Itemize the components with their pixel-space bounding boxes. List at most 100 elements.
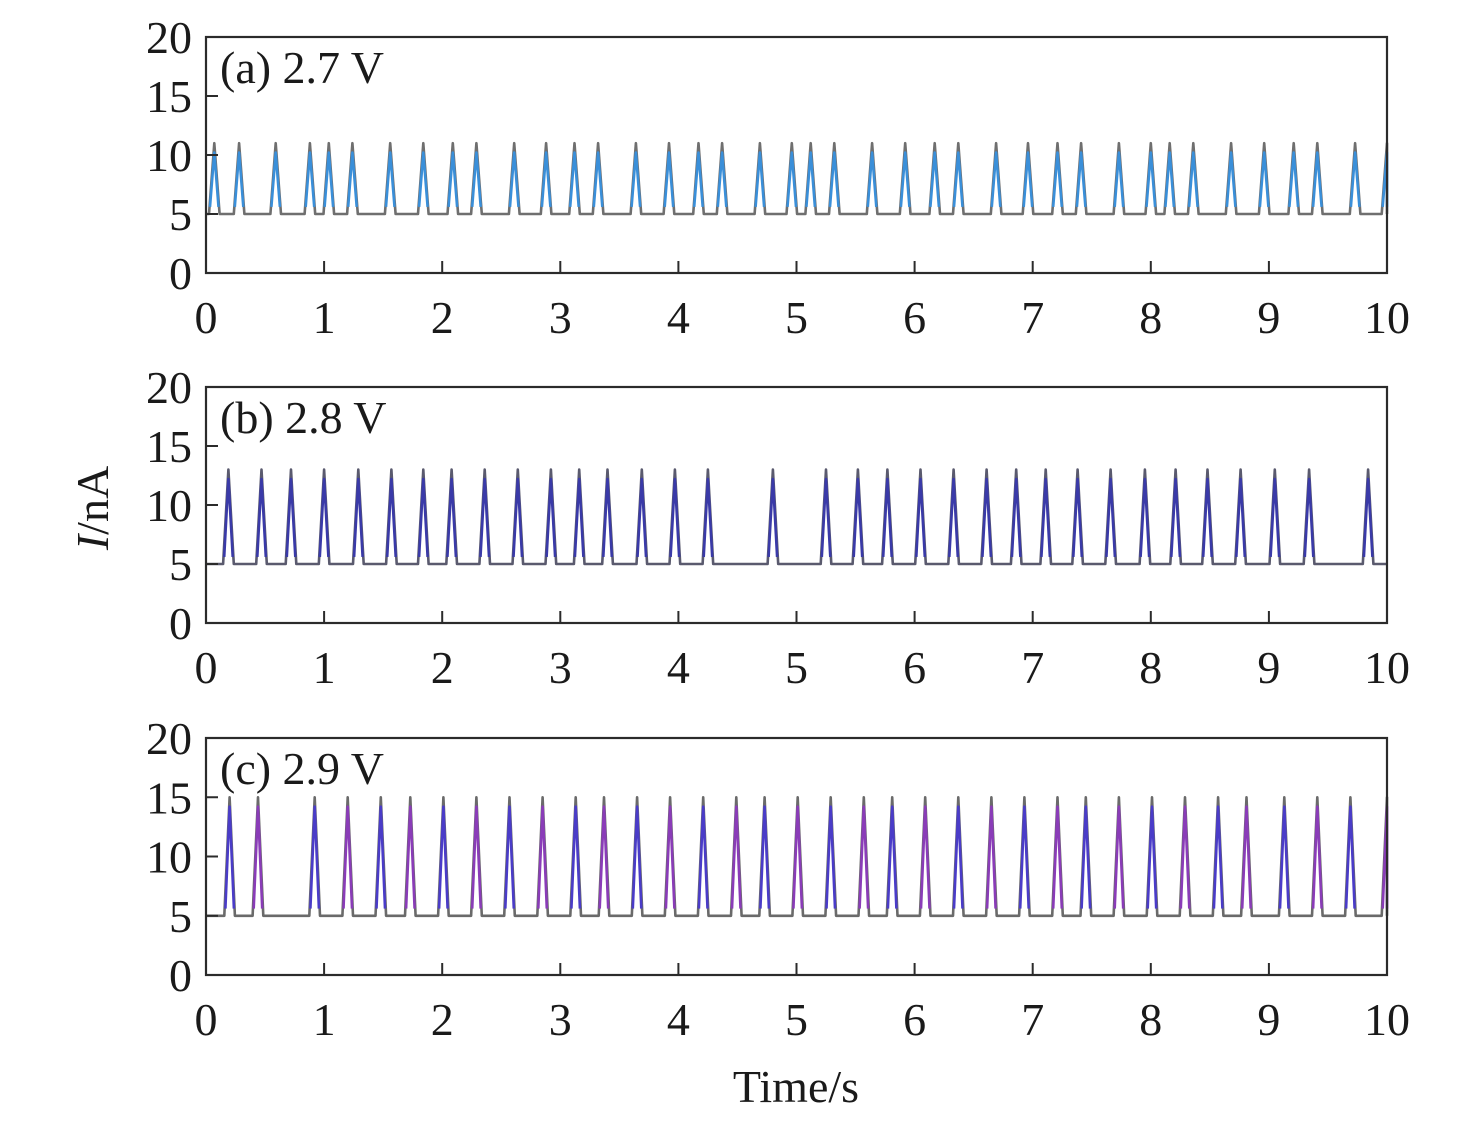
spike-15 bbox=[630, 151, 642, 208]
x-tick-label: 3 bbox=[549, 642, 572, 693]
spike-21 bbox=[886, 805, 898, 909]
spike-14 bbox=[664, 805, 676, 909]
spike-20 bbox=[858, 805, 870, 909]
x-tick-label: 1 bbox=[313, 994, 336, 1045]
x-tick-label: 2 bbox=[431, 642, 454, 693]
x-tick-label: 7 bbox=[1021, 642, 1044, 693]
spike-17 bbox=[692, 151, 704, 208]
spike-34 bbox=[1362, 477, 1374, 557]
spike-25 bbox=[1018, 805, 1030, 909]
x-tick-label: 4 bbox=[667, 994, 690, 1045]
x-tick-label: 3 bbox=[549, 994, 572, 1045]
y-tick-label: 10 bbox=[146, 480, 192, 531]
spike-6 bbox=[404, 805, 416, 909]
spike-2 bbox=[252, 805, 264, 909]
spike-19 bbox=[754, 151, 766, 208]
spike-33 bbox=[1278, 805, 1290, 909]
spike-32 bbox=[1145, 151, 1157, 208]
panel-label: (b) 2.8 V bbox=[220, 392, 387, 443]
spike-38 bbox=[1311, 151, 1323, 208]
y-axis-label: I/nA bbox=[67, 466, 118, 551]
spike-11 bbox=[545, 477, 557, 557]
y-tick-label: 20 bbox=[146, 362, 192, 413]
spike-34 bbox=[1187, 151, 1199, 208]
panel-1: 0 1 2 3 4 5 6 7 8 9 10 0 5 10 15 20 (a) 2.7 V bbox=[146, 12, 1410, 343]
spike-32 bbox=[1269, 477, 1281, 557]
spike-1 bbox=[222, 477, 234, 557]
spike-26 bbox=[952, 151, 964, 208]
spike-17 bbox=[759, 805, 771, 909]
spike-29 bbox=[1170, 477, 1182, 557]
x-tick-label: 2 bbox=[431, 292, 454, 343]
x-tick-label: 4 bbox=[667, 292, 690, 343]
spike-18 bbox=[820, 477, 832, 557]
spike-11 bbox=[508, 151, 520, 208]
spike-10 bbox=[512, 477, 524, 557]
spike-27 bbox=[990, 151, 1002, 208]
x-tick-label: 3 bbox=[549, 292, 572, 343]
spike-14 bbox=[636, 477, 648, 557]
spike-4 bbox=[304, 151, 316, 208]
spike-7 bbox=[417, 477, 429, 557]
spike-31 bbox=[1113, 151, 1125, 208]
x-tick-label: 9 bbox=[1257, 292, 1280, 343]
spike-12 bbox=[540, 151, 552, 208]
x-tick-label: 8 bbox=[1139, 642, 1162, 693]
spike-3 bbox=[270, 151, 282, 208]
spike-29 bbox=[1146, 805, 1158, 909]
spike-9 bbox=[504, 805, 516, 909]
x-tick-label: 5 bbox=[785, 642, 808, 693]
spike-25 bbox=[1040, 477, 1052, 557]
spike-24 bbox=[1010, 477, 1022, 557]
x-tick-label: 0 bbox=[195, 292, 218, 343]
spike-31 bbox=[1212, 805, 1224, 909]
spike-39 bbox=[1349, 151, 1361, 208]
spike-28 bbox=[1139, 477, 1151, 557]
panel-2: 0 1 2 3 4 5 6 7 8 9 10 0 5 10 15 20 (b) 2.8 V bbox=[146, 362, 1410, 693]
spike-28 bbox=[1113, 805, 1125, 909]
y-tick-label: 0 bbox=[169, 950, 192, 1001]
spike-23 bbox=[866, 151, 878, 208]
y-tick-label: 0 bbox=[169, 248, 192, 299]
spike-13 bbox=[631, 805, 643, 909]
x-tick-label: 6 bbox=[903, 642, 926, 693]
x-tick-label: 10 bbox=[1364, 994, 1410, 1045]
x-tick-label: 4 bbox=[667, 642, 690, 693]
spike-8 bbox=[470, 805, 482, 909]
spike-36 bbox=[1258, 151, 1270, 208]
spike-7 bbox=[384, 151, 396, 208]
spike-17 bbox=[767, 477, 779, 557]
spike-20 bbox=[786, 151, 798, 208]
spike-16 bbox=[730, 805, 742, 909]
spike-6 bbox=[385, 477, 397, 557]
y-tick-label: 15 bbox=[146, 772, 192, 823]
spike-16 bbox=[663, 151, 675, 208]
spike-30 bbox=[1179, 805, 1191, 909]
spike-22 bbox=[828, 151, 840, 208]
spike-26 bbox=[1051, 805, 1064, 909]
x-axis-label: Time/s bbox=[733, 1061, 859, 1112]
spike-9 bbox=[479, 477, 491, 557]
x-tick-label: 5 bbox=[785, 292, 808, 343]
panel-label: (c) 2.9 V bbox=[220, 743, 384, 794]
y-axis-label-unit: /nA bbox=[67, 466, 118, 535]
x-tick-label: 0 bbox=[195, 642, 218, 693]
x-tick-label: 9 bbox=[1257, 642, 1280, 693]
spike-16 bbox=[702, 477, 714, 557]
spike-33 bbox=[1164, 151, 1176, 208]
spike-31 bbox=[1235, 477, 1247, 557]
spike-22 bbox=[919, 805, 931, 909]
spike-25 bbox=[929, 151, 941, 208]
y-tick-label: 5 bbox=[169, 539, 192, 590]
x-tick-label: 8 bbox=[1139, 292, 1162, 343]
spike-24 bbox=[985, 805, 997, 909]
spike-35 bbox=[1344, 805, 1356, 909]
series-line-base bbox=[206, 796, 1389, 918]
panel-label: (a) 2.7 V bbox=[220, 42, 384, 93]
spike-35 bbox=[1225, 151, 1237, 208]
spike-2 bbox=[233, 151, 245, 208]
spike-32 bbox=[1240, 805, 1252, 909]
x-tick-label: 1 bbox=[313, 292, 336, 343]
spike-1 bbox=[224, 805, 236, 909]
